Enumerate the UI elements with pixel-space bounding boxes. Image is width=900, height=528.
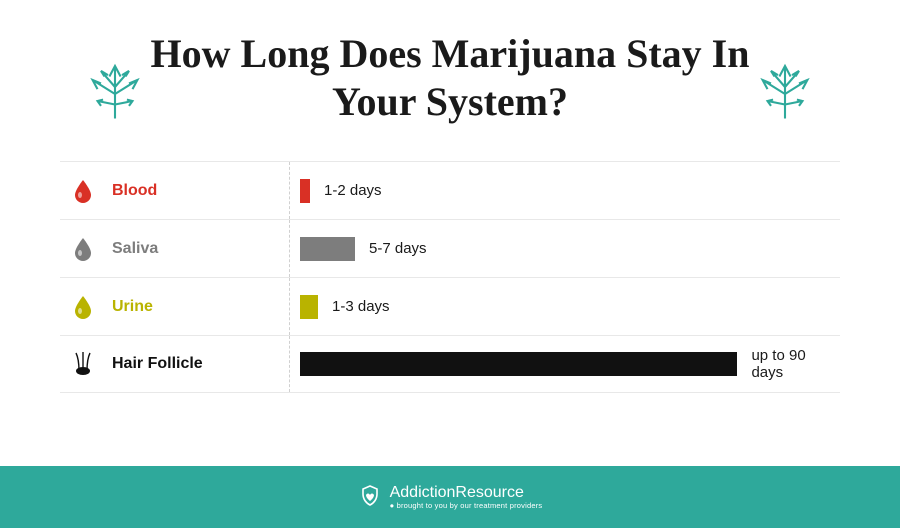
footer: AddictionResource ● brought to you by ou… [0,466,900,528]
bar-value: up to 90 days [751,347,840,381]
hair-follicle-icon [70,351,96,377]
footer-brand: AddictionResource [390,484,543,502]
row-bar-cell: 1-2 days [290,162,840,219]
bar-value: 5-7 days [369,240,427,257]
table-row: Saliva 5-7 days [60,219,840,277]
row-label: Urine [112,298,153,316]
bar-value: 1-3 days [332,298,390,315]
row-bar-cell: 1-3 days [290,278,840,335]
row-label: Saliva [112,240,158,258]
row-label-cell: Urine [60,278,290,335]
row-bar-cell: up to 90 days [290,336,840,392]
row-label-cell: Saliva [60,220,290,277]
footer-tagline: ● brought to you by our treatment provid… [390,502,543,510]
drop-icon [70,294,96,320]
bar [300,352,737,376]
main-content: How Long Does Marijuana Stay In Your Sys… [0,0,900,393]
shield-hands-icon [358,483,382,512]
bar [300,179,310,203]
footer-text: AddictionResource ● brought to you by ou… [390,484,543,510]
table-row: Urine 1-3 days [60,277,840,335]
bar [300,237,355,261]
row-label: Blood [112,182,157,200]
drop-icon [70,178,96,204]
footer-logo: AddictionResource ● brought to you by ou… [358,483,543,512]
detection-chart: Blood 1-2 days Saliva 5-7 days Urine 1-3 days… [60,161,840,393]
bar [300,295,318,319]
table-row: Blood 1-2 days [60,161,840,219]
bar-value: 1-2 days [324,182,382,199]
row-bar-cell: 5-7 days [290,220,840,277]
row-label: Hair Follicle [112,355,203,373]
row-label-cell: Blood [60,162,290,219]
title-area: How Long Does Marijuana Stay In Your Sys… [60,30,840,126]
leaf-icon [80,56,150,131]
row-label-cell: Hair Follicle [60,336,290,392]
table-row: Hair Follicle up to 90 days [60,335,840,393]
page-title: How Long Does Marijuana Stay In Your Sys… [150,30,750,126]
leaf-icon [750,56,820,131]
drop-icon [70,236,96,262]
